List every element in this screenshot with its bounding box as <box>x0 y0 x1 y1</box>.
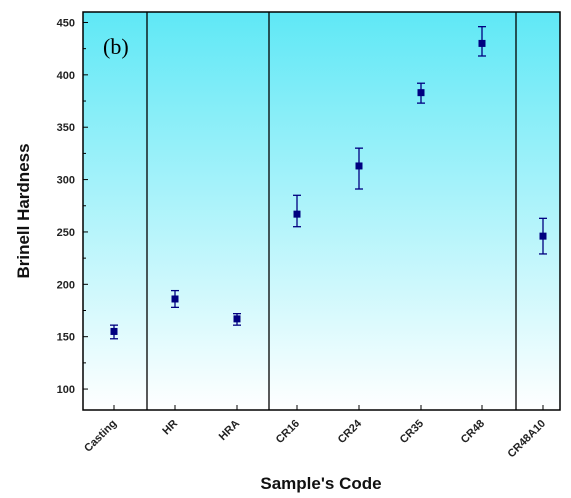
y-tick-label-450: 450 <box>57 17 75 29</box>
y-axis: 100 150 200 250 300 350 400 450 <box>57 17 88 396</box>
point-cr35 <box>417 89 425 97</box>
point-casting <box>110 327 118 335</box>
data-points <box>110 26 547 340</box>
x-tick-label-hra: HRA <box>217 418 242 443</box>
group-dividers <box>146 12 517 410</box>
point-hra <box>233 315 241 323</box>
x-axis-title: Sample's Code <box>260 474 381 493</box>
x-tick-label-cr16: CR16 <box>274 418 302 446</box>
y-tick-label-200: 200 <box>57 279 75 291</box>
plot-area <box>83 12 560 410</box>
point-cr48 <box>478 39 486 47</box>
y-tick-label-350: 350 <box>57 122 75 134</box>
point-cr16 <box>293 210 301 218</box>
y-axis-title: Brinell Hardness <box>14 143 33 278</box>
point-cr48a10 <box>539 232 547 240</box>
point-group-cr35 <box>417 82 425 104</box>
plot-frame <box>82 11 561 411</box>
point-group-casting <box>110 324 118 340</box>
point-cr24 <box>355 162 363 170</box>
x-tick-label-cr24: CR24 <box>336 417 365 446</box>
x-tick-label-casting: Casting <box>82 418 119 455</box>
y-tick-label-300: 300 <box>57 175 75 187</box>
x-tick-label-hr: HR <box>160 418 180 438</box>
point-group-cr16 <box>293 194 301 228</box>
x-tick-label-cr35: CR35 <box>398 418 426 446</box>
panel-label: (b) <box>103 34 129 59</box>
point-group-hra <box>233 312 241 326</box>
y-tick-label-250: 250 <box>57 227 75 239</box>
x-tick-label-cr48a10: CR48A10 <box>505 418 548 461</box>
point-group-cr48 <box>478 26 486 57</box>
x-tick-label-cr48: CR48 <box>459 418 487 446</box>
y-tick-label-400: 400 <box>57 70 75 82</box>
point-group-cr48a10 <box>539 217 547 255</box>
y-tick-label-150: 150 <box>57 332 75 344</box>
point-group-cr24 <box>355 147 363 190</box>
point-group-hr <box>171 289 179 309</box>
point-hr <box>171 295 179 303</box>
x-axis: Casting HR HRA CR16 CR24 CR35 CR48 CR48A10 <box>82 405 548 460</box>
y-tick-label-100: 100 <box>57 384 75 396</box>
